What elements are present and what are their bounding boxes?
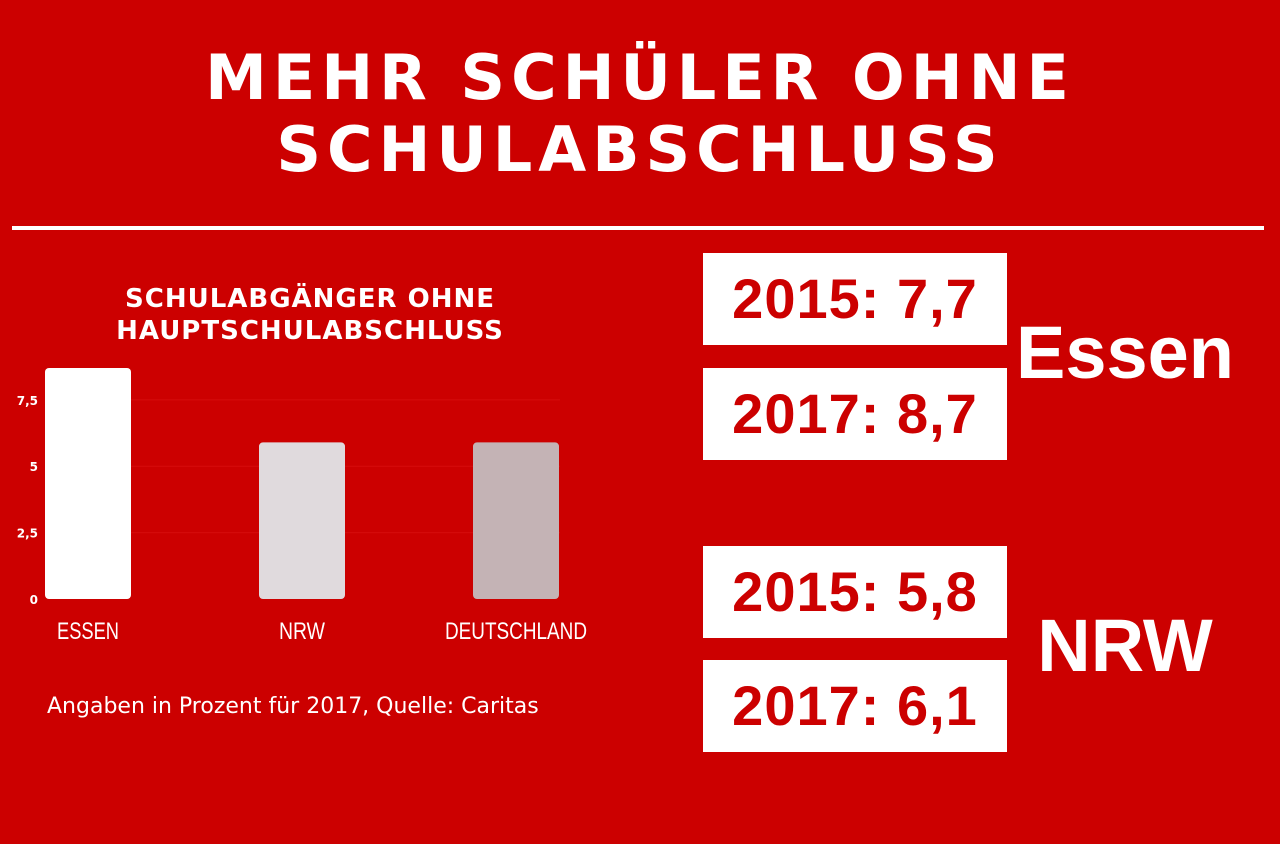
chart-caption: Angaben in Prozent für 2017, Quelle: Car… xyxy=(47,694,539,719)
bar-essen xyxy=(45,367,131,599)
region-label-essen: Essen xyxy=(1015,311,1235,394)
chart-title-line2: HAUPTSCHULABSCHLUSS xyxy=(116,316,504,346)
bar-deutschland xyxy=(473,442,559,599)
chart-title-line1: SCHULABGÄNGER OHNE xyxy=(125,284,495,314)
y-tick-label-3: 7,5 xyxy=(17,394,38,408)
stat-nrw-2015: 2015: 5,8 % xyxy=(703,546,1007,715)
page-title-line1: MEHR SCHÜLER OHNE xyxy=(205,41,1075,114)
y-tick-label-1: 2,5 xyxy=(17,527,38,541)
bar-nrw xyxy=(259,442,345,599)
stat-nrw-2017: 2017: 6,1 % xyxy=(703,660,1007,829)
chart-title: SCHULABGÄNGER OHNE HAUPTSCHULABSCHLUSS xyxy=(60,283,560,347)
page-title: MEHR SCHÜLER OHNE SCHULABSCHLUSS xyxy=(0,42,1280,186)
y-tick-label-0: 0 xyxy=(30,593,38,607)
stat-essen-2015: 2015: 7,7 % xyxy=(703,253,1007,422)
stat-essen-2017: 2017: 8,7 % xyxy=(703,368,1007,537)
page-title-line2: SCHULABSCHLUSS xyxy=(276,113,1004,186)
region-label-nrw: NRW xyxy=(1037,604,1213,687)
y-tick-label-2: 5 xyxy=(30,460,38,474)
x-tick-label-nrw: NRW xyxy=(279,618,325,645)
x-tick-label-essen: ESSEN xyxy=(57,618,119,645)
x-tick-label-deutschland: DEUTSCHLAND xyxy=(445,618,587,645)
divider xyxy=(12,226,1264,230)
bar-chart: 0 2,5 5 7,5 ESSEN NRW DEUTSCHLAND xyxy=(17,367,587,645)
